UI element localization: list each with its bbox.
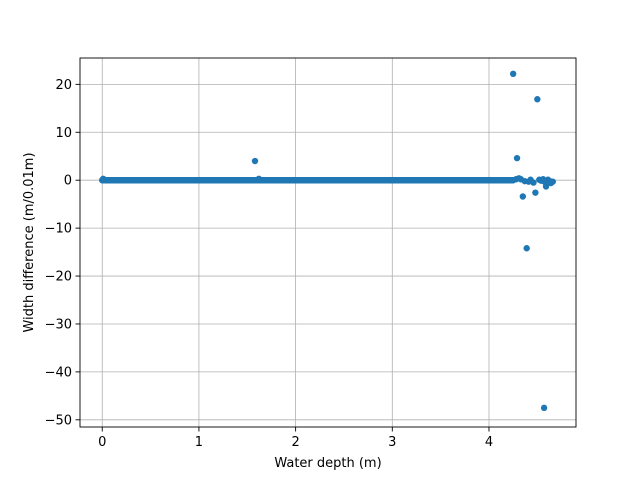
y-tick-label: −20: [45, 270, 72, 285]
y-axis-label: Width difference (m/0.01m): [22, 152, 37, 332]
y-tick-label: −10: [45, 222, 72, 237]
data-point: [540, 404, 548, 412]
y-tick-label: 20: [55, 78, 72, 93]
data-point: [255, 175, 263, 182]
x-tick-label: 3: [388, 435, 396, 450]
data-point: [542, 183, 550, 190]
y-tick-label: −40: [45, 365, 72, 380]
y-tick-label: 0: [64, 174, 72, 189]
axis-ticks: 0 1 2 3 4 −50 −40 −30 −20 −10 0 10 20: [45, 78, 494, 450]
axes-frame: [79, 57, 577, 428]
data-point: [513, 154, 521, 162]
data-points: [98, 70, 556, 412]
data-point: [523, 245, 530, 252]
data-point: [549, 178, 556, 185]
data-point: [509, 70, 517, 78]
y-tick-label: −30: [45, 317, 72, 332]
y-tick-label: −50: [45, 413, 72, 428]
data-point: [100, 175, 107, 182]
x-axis-label: Water depth (m): [274, 456, 381, 471]
x-tick-label: 0: [98, 435, 106, 450]
data-point: [251, 157, 259, 165]
data-point: [519, 193, 527, 200]
x-tick-label: 4: [485, 435, 493, 450]
data-point: [534, 96, 541, 103]
data-point: [532, 189, 539, 196]
x-tick-label: 2: [291, 435, 299, 450]
y-tick-label: 10: [55, 126, 72, 141]
x-tick-label: 1: [195, 435, 203, 450]
data-point: [530, 179, 537, 186]
